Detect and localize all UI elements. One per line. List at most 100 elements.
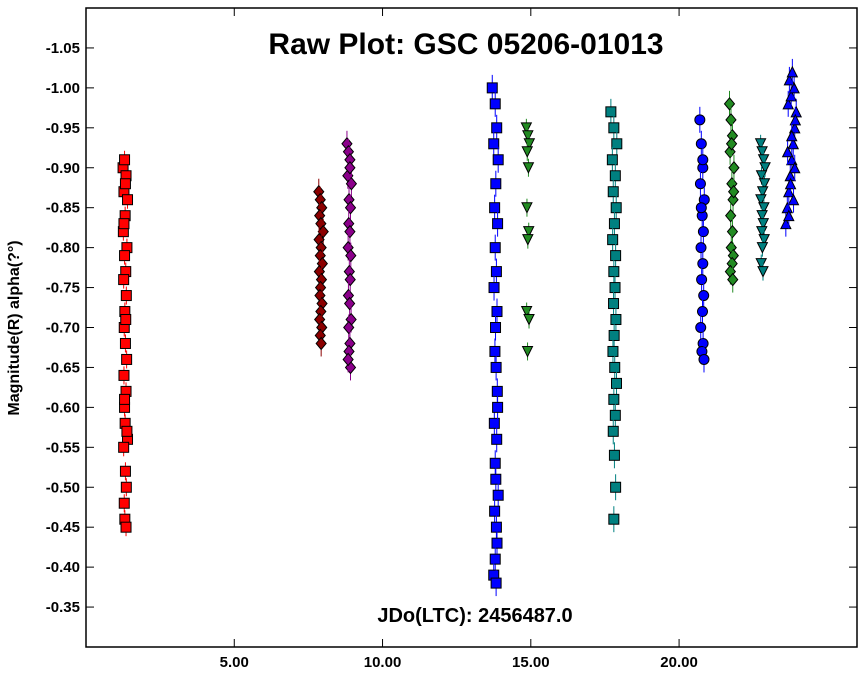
data-point xyxy=(694,178,706,190)
data-point xyxy=(343,320,355,335)
data-point xyxy=(492,489,504,501)
data-point xyxy=(789,113,802,126)
data-point xyxy=(781,145,794,158)
data-point xyxy=(118,497,130,509)
data-point xyxy=(784,177,797,190)
series-4 xyxy=(520,118,536,361)
data-point xyxy=(610,202,622,214)
y-tick-label: -0.75 xyxy=(46,280,80,297)
data-point xyxy=(727,184,740,199)
data-point xyxy=(121,425,133,437)
data-point xyxy=(758,234,770,246)
series-6 xyxy=(694,106,710,373)
data-point xyxy=(610,314,622,326)
data-point xyxy=(698,353,710,365)
data-point xyxy=(695,202,707,214)
data-point xyxy=(608,298,620,310)
data-point xyxy=(342,352,354,367)
data-point xyxy=(489,202,501,214)
data-point xyxy=(726,224,739,239)
data-point xyxy=(756,210,768,222)
y-tick-label: -0.90 xyxy=(46,160,80,177)
x-tick-label: 20.00 xyxy=(660,654,698,671)
data-point xyxy=(695,138,707,150)
data-point xyxy=(782,185,795,198)
data-point xyxy=(522,234,534,246)
data-point xyxy=(122,194,134,206)
data-point xyxy=(787,193,800,206)
data-point xyxy=(490,473,502,485)
data-point xyxy=(521,146,534,158)
data-point xyxy=(756,242,769,254)
y-tick-label: -0.80 xyxy=(46,240,80,257)
data-point xyxy=(697,258,709,270)
data-point xyxy=(119,465,131,477)
data-point xyxy=(607,345,619,357)
data-point xyxy=(757,266,769,278)
data-point xyxy=(119,393,131,405)
data-point xyxy=(118,369,130,381)
data-point xyxy=(492,154,504,166)
data-point xyxy=(609,282,621,294)
data-point xyxy=(756,186,769,198)
data-point xyxy=(344,160,356,175)
data-point xyxy=(725,208,737,223)
data-point xyxy=(759,162,771,174)
y-axis-label: Magnitude(R) alpha(?°) xyxy=(6,240,23,415)
jd-annotation: JDo(LTC): 2456487.0 xyxy=(377,605,572,627)
data-point xyxy=(120,290,132,302)
data-point xyxy=(788,161,801,174)
y-tick-label: -0.45 xyxy=(46,519,80,536)
data-point xyxy=(491,122,503,134)
data-point xyxy=(607,425,619,437)
series-1 xyxy=(313,178,329,357)
data-point xyxy=(695,242,707,254)
data-point xyxy=(611,138,623,150)
data-point xyxy=(782,209,795,222)
data-point xyxy=(786,65,799,78)
data-point xyxy=(119,337,131,349)
data-point xyxy=(344,200,357,215)
data-point xyxy=(490,361,502,373)
data-point xyxy=(492,218,504,230)
data-point xyxy=(119,250,131,262)
data-point xyxy=(491,537,503,549)
data-marks xyxy=(117,58,803,597)
data-point xyxy=(118,441,130,453)
data-point xyxy=(788,81,800,94)
data-point xyxy=(607,234,619,246)
series-9 xyxy=(780,58,803,237)
series-5 xyxy=(605,98,623,533)
chart-title: Raw Plot: GSC 05206-01013 xyxy=(268,28,663,61)
data-point xyxy=(608,449,620,461)
data-point xyxy=(608,266,620,278)
data-point xyxy=(490,521,502,533)
data-point xyxy=(611,377,623,389)
data-point xyxy=(609,409,621,421)
data-point xyxy=(754,138,767,150)
y-tick-label: -1.00 xyxy=(46,80,80,97)
data-point xyxy=(486,82,498,94)
data-point xyxy=(608,329,620,341)
data-point xyxy=(488,417,500,429)
y-tick-label: -0.85 xyxy=(46,200,80,217)
data-point xyxy=(694,114,706,126)
data-point xyxy=(489,553,501,565)
series-3 xyxy=(486,74,504,597)
plot-frame xyxy=(85,7,858,648)
data-point xyxy=(608,393,620,405)
data-point xyxy=(609,170,621,182)
y-tick-label: -0.65 xyxy=(46,359,80,376)
series-8 xyxy=(754,134,771,281)
y-tick-label: -0.55 xyxy=(46,439,80,456)
data-point xyxy=(697,226,709,238)
data-point xyxy=(118,218,130,230)
data-point xyxy=(607,186,619,198)
data-point xyxy=(489,242,501,254)
data-point xyxy=(609,361,621,373)
data-point xyxy=(492,401,504,413)
data-point xyxy=(608,218,620,230)
data-point xyxy=(315,336,327,351)
y-tick-label: -0.40 xyxy=(46,559,80,576)
data-point xyxy=(758,178,771,190)
